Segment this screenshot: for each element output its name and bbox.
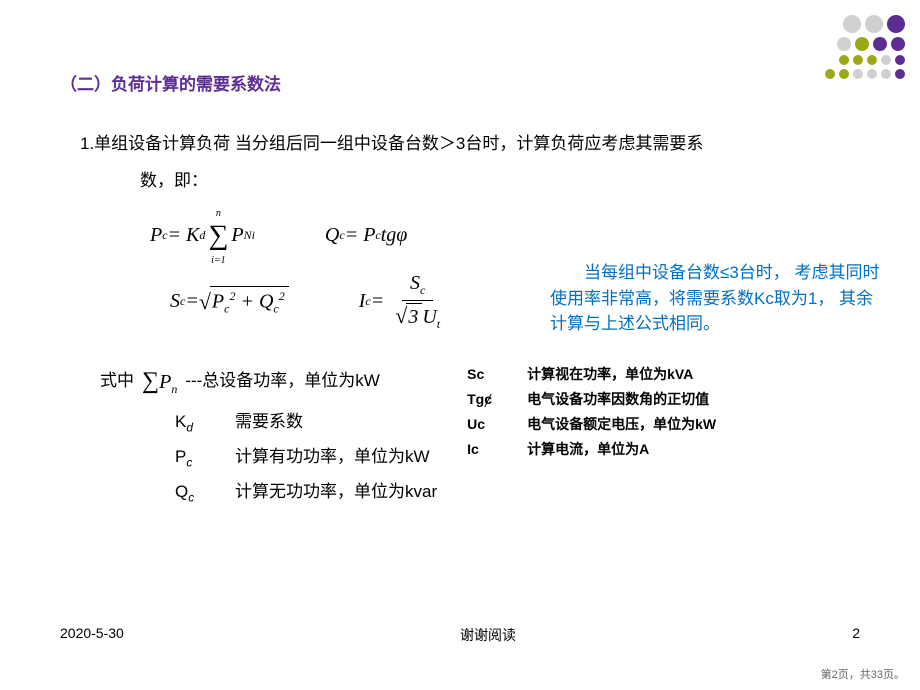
definition-row: Uc电气设备额定电压，单位为kW xyxy=(467,412,716,437)
definitions-left: 式中 ∑Pn ---总设备功率，单位为kW Kd需要系数Pc计算有功功率，单位为… xyxy=(100,357,437,511)
corner-dots xyxy=(825,15,905,79)
side-note: 当每组中设备台数≤3台时， 考虑其同时使用率非常高，将需要系数Kc取为1， 其余… xyxy=(550,260,880,337)
decoration-dot xyxy=(881,69,891,79)
decoration-dot xyxy=(895,69,905,79)
decoration-dot xyxy=(839,69,849,79)
formula-row-1: Pc = Kd ∑ni=1 PNi Qc = Pc tgφ xyxy=(150,220,860,252)
slide-content: （二）负荷计算的需要系数法 1.单组设备计算负荷 当分组后同一组中设备台数＞3台… xyxy=(0,0,920,530)
footer-date: 2020-5-30 xyxy=(60,625,124,645)
footer-center: 谢谢阅读 xyxy=(460,625,516,645)
footer: 2020-5-30 谢谢阅读 2 xyxy=(0,625,920,645)
body-text-line2: 数，即： xyxy=(140,162,860,199)
definition-row: Tgȼ电气设备功率因数角的正切值 xyxy=(467,387,716,412)
formula-ic: Ic = Sc 3Ut xyxy=(359,272,451,332)
formula-sc: Sc = Pc2 + Qc2 xyxy=(170,286,289,317)
definition-row: Ic计算电流，单位为A xyxy=(467,437,716,462)
decoration-dot xyxy=(887,15,905,33)
decoration-dot xyxy=(873,37,887,51)
definition-row: Kd需要系数 xyxy=(175,405,437,440)
decoration-dot xyxy=(881,55,891,65)
page-info: 第2页，共33页。 xyxy=(821,666,905,682)
decoration-dot xyxy=(891,37,905,51)
definition-row: Sc计算视在功率，单位为kVA xyxy=(467,362,716,387)
decoration-dot xyxy=(853,69,863,79)
definition-row: Qc计算无功功率，单位为kvar xyxy=(175,475,437,510)
definitions-right: Sc计算视在功率，单位为kVATgȼ电气设备功率因数角的正切值Uc电气设备额定电… xyxy=(467,362,716,511)
decoration-dot xyxy=(867,69,877,79)
definitions: 式中 ∑Pn ---总设备功率，单位为kW Kd需要系数Pc计算有功功率，单位为… xyxy=(60,357,860,511)
decoration-dot xyxy=(825,69,835,79)
decoration-dot xyxy=(855,37,869,51)
decoration-dot xyxy=(839,55,849,65)
decoration-dot xyxy=(853,55,863,65)
decoration-dot xyxy=(895,55,905,65)
body-text-line1: 1.单组设备计算负荷 当分组后同一组中设备台数＞3台时，计算负荷应考虑其需要系 xyxy=(80,125,860,162)
decoration-dot xyxy=(867,55,877,65)
decoration-dot xyxy=(865,15,883,33)
footer-page-num: 2 xyxy=(852,625,860,645)
decoration-dot xyxy=(837,37,851,51)
formula-qc: Qc = Pc tgφ xyxy=(325,224,407,247)
section-title: （二）负荷计算的需要系数法 xyxy=(60,70,860,95)
decoration-dot xyxy=(843,15,861,33)
formula-pc: Pc = Kd ∑ni=1 PNi xyxy=(150,220,255,252)
definition-row: Pc计算有功功率，单位为kW xyxy=(175,440,437,475)
